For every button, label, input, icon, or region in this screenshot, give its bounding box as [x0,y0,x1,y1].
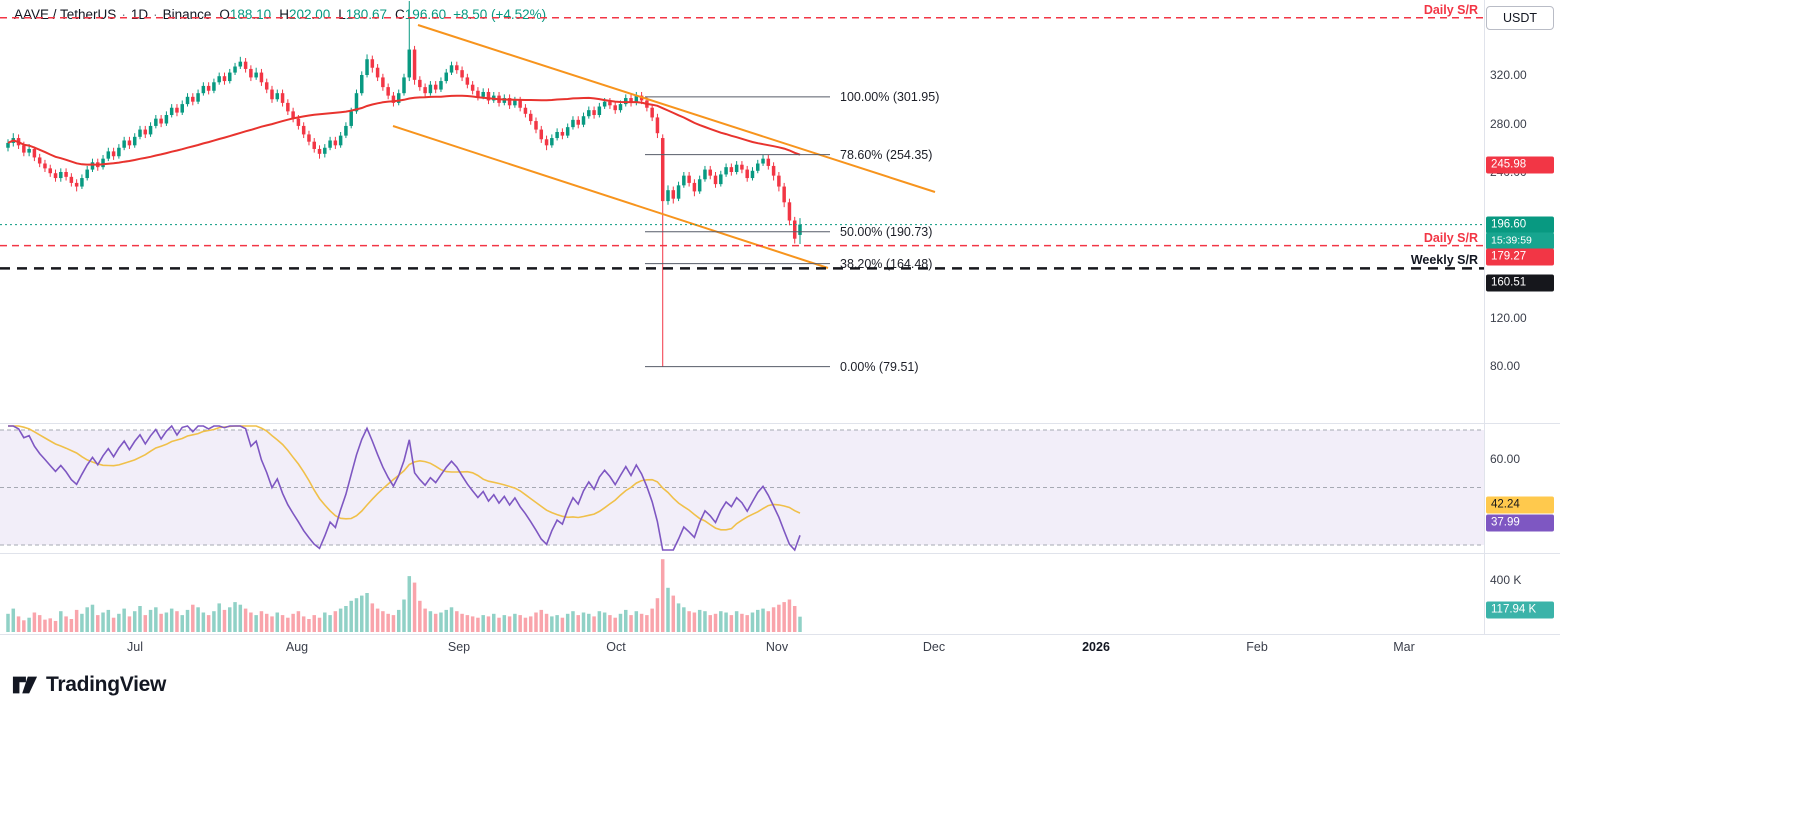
last-price-badge: 196.60 [1486,216,1554,234]
price-axis-label: 120.00 [1490,310,1527,325]
low-value: 180.67 [345,7,388,22]
weekly-sr-label: Weekly S/R [1410,253,1478,268]
tradingview-mark-icon [12,676,38,694]
time-axis-label: Jul [127,640,143,654]
candlestick-series [6,1,802,367]
daily-sr-badge: 179.27 [1486,248,1554,266]
rsi-value-badge: 37.99 [1486,514,1554,532]
price-axis-label: 80.00 [1490,359,1521,373]
tradingview-wordmark: TradingView [46,673,167,696]
high-label: H [279,7,289,22]
open-label: O [219,7,230,22]
chart-canvas[interactable] [0,0,1560,660]
fib-level-label: 0.00% (79.51) [840,359,919,374]
countdown-badge: 15:39:59 [1486,232,1554,250]
volume-axis-label: 400 K [1490,573,1522,587]
change-value: +8.50 (+4.52%) [453,7,547,22]
volume-badge: 117.94 K [1486,601,1554,619]
close-value: 196.60 [404,7,447,22]
price-axis-label: 280.00 [1490,116,1527,131]
legend-separator: · [153,7,158,22]
volume-series [6,559,802,632]
trend-line-lower[interactable] [392,125,829,269]
weekly-sr-badge: 160.51 [1486,274,1554,292]
open-value: 188.10 [229,7,272,22]
rsi-line[interactable] [8,424,801,552]
high-value: 202.00 [288,7,331,22]
low-label: L [338,7,346,22]
time-axis-label: Mar [1393,640,1415,654]
price-axis-label: 240.00 [1490,165,1527,179]
price-axis-label: 320.00 [1490,68,1527,82]
fib-level-label: 100.00% (301.95) [840,89,940,104]
time-axis-label: Oct [606,640,626,654]
time-axis-label: Nov [765,640,789,654]
fib-level-label: 50.00% (190.73) [840,224,933,239]
legend-separator: · [121,7,126,22]
close-label: C [395,7,405,22]
time-axis-label: Feb [1246,640,1268,654]
symbol-legend: AAVE / TetherUS · 1D · Binance O188.10 H202.00… [14,7,546,22]
fib-level-label: 78.60% (254.35) [840,147,933,162]
rsi-ma-line[interactable] [8,425,801,531]
time-axis-label: 2026 [1082,640,1110,654]
time-axis-label: Dec [922,640,946,654]
rsi-ma-badge: 42.24 [1486,496,1554,514]
rsi-band [0,430,1484,545]
interval-label[interactable]: 1D [130,7,149,22]
currency-usdt-button[interactable]: USDT [1486,6,1554,30]
time-axis-label: Aug [285,640,309,654]
time-axis-label: Sep [447,640,471,654]
exchange-label[interactable]: Binance [162,7,212,22]
daily-sr-upper-label: Daily S/R [1423,2,1478,17]
daily-sr-lower-label: Daily S/R [1423,230,1478,245]
fib-level-label: 38.20% (164.48) [840,256,933,271]
symbol-title[interactable]: AAVE / TetherUS [14,7,117,22]
tradingview-logo[interactable]: TradingView [12,672,166,698]
ma-value-badge: 245.98 [1486,156,1554,174]
trend-line-upper[interactable] [417,24,936,193]
ma-line[interactable] [7,94,801,166]
rsi-axis-label: 60.00 [1490,451,1521,466]
